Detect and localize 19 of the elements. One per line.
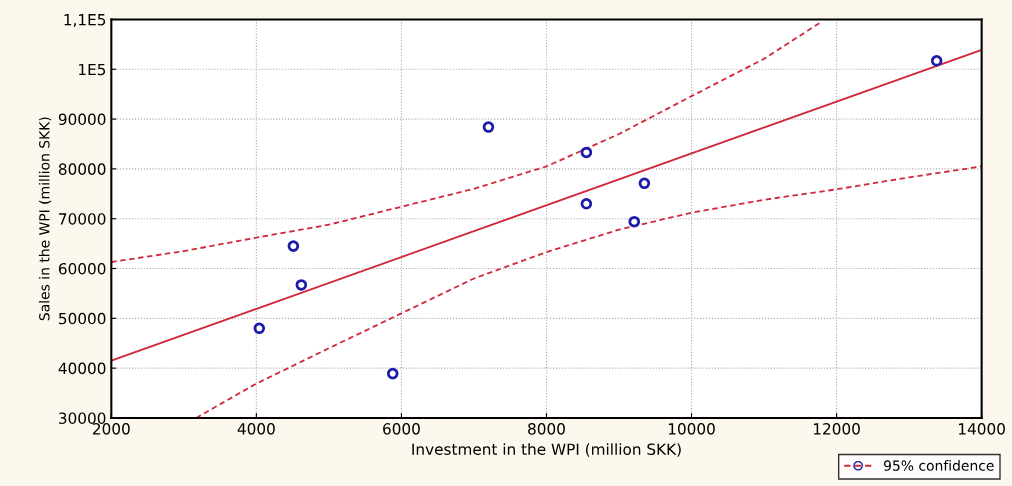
y-tick-label: 90000 — [58, 113, 106, 126]
y-tick-label: 50000 — [59, 312, 106, 325]
y-tick-label: 60000 — [58, 262, 106, 275]
y-tick-label: 1E5 — [79, 63, 106, 76]
x-axis-title: Investment in the WPI (million SKK) — [412, 443, 681, 457]
legend-label: 95% confidence — [884, 460, 994, 471]
x-tick-label: 14000 — [959, 423, 1005, 435]
x-tick-label: 6000 — [383, 423, 420, 435]
x-tick-label: 10000 — [668, 423, 715, 435]
y-tick-label: 80000 — [58, 163, 106, 175]
y-tick-label: 1,1E5 — [64, 14, 106, 28]
y-tick-label: 30000 — [59, 412, 106, 424]
x-tick-label: 8000 — [528, 423, 565, 435]
y-tick-label: 70000 — [59, 213, 106, 225]
x-tick-label: 4000 — [237, 423, 275, 435]
x-tick-label: 2000 — [93, 423, 130, 435]
x-tick-label: 12000 — [813, 423, 860, 435]
y-axis-title: Sales in the WPI (million SKK) — [38, 117, 52, 321]
y-tick-label: 40000 — [58, 362, 106, 375]
